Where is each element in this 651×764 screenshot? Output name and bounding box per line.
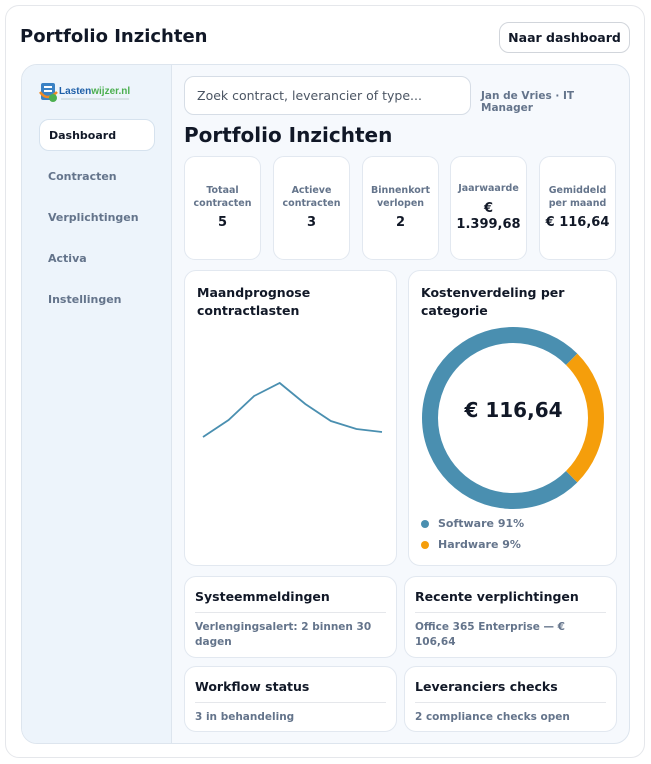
legend-item-hardware: Hardware 9% bbox=[421, 538, 521, 551]
dashboard-button[interactable]: Naar dashboard bbox=[499, 22, 630, 53]
forecast-chart-card: Maandprognose contractlasten bbox=[184, 270, 397, 566]
panel-text: 2 compliance checks open bbox=[415, 711, 570, 723]
panel-title: Workflow status bbox=[195, 678, 386, 703]
user-info[interactable]: Jan de Vries · IT Manager bbox=[481, 90, 575, 114]
legend-label: Software 91% bbox=[438, 517, 525, 530]
legend-dot bbox=[421, 519, 429, 528]
panel-title: Leveranciers checks bbox=[415, 678, 606, 703]
panel-workflow-status[interactable]: Workflow status 3 in behandeling bbox=[184, 666, 397, 732]
window-title: Portfolio Inzichten bbox=[20, 26, 208, 47]
panel-systeemmeldingen[interactable]: Systeemmeldingen Verlengingsalert: 2 binn… bbox=[184, 576, 397, 658]
stat-card-total: Totaal contracten 5 bbox=[184, 156, 261, 260]
panel-text: Office 365 Enterprise — € 106,64 bbox=[415, 621, 565, 648]
donut-slice-hardware bbox=[565, 353, 604, 483]
stat-value: 5 bbox=[217, 215, 228, 230]
chart-title: Maandprognose contractlasten bbox=[197, 285, 311, 318]
donut-chart bbox=[422, 327, 604, 509]
panel-recente-verplichtingen[interactable]: Recente verplichtingen Office 365 Enterpr… bbox=[404, 576, 617, 658]
line-chart bbox=[202, 381, 383, 438]
sidebar-item-instellingen[interactable]: Instellingen bbox=[48, 292, 122, 306]
sidebar-item-contracten[interactable]: Contracten bbox=[48, 169, 117, 183]
stat-label: Gemiddeld per maand bbox=[548, 185, 607, 209]
chart-title: Kostenverdeling per categorie bbox=[421, 285, 565, 318]
page-title: Portfolio Inzichten bbox=[184, 123, 393, 147]
panel-title: Recente verplichtingen bbox=[415, 588, 606, 613]
stat-label: Jaarwaarde bbox=[458, 183, 519, 194]
stat-value: € 1.399,68 bbox=[456, 200, 521, 232]
lastenwijzer-logo[interactable]: Lastenwijzer.nl bbox=[39, 80, 134, 106]
sidebar: Lastenwijzer.nl Dashboard Contracten Ver… bbox=[22, 65, 172, 743]
cost-distribution-card: Kostenverdeling per categorie € 116,64 S… bbox=[408, 270, 617, 566]
stat-value: € 116,64 bbox=[545, 215, 610, 230]
donut-center-value: € 116,64 bbox=[464, 398, 563, 422]
sidebar-item-verplichtingen[interactable]: Verplichtingen bbox=[48, 210, 139, 224]
legend-dot bbox=[421, 540, 429, 549]
stat-card-yearly: Jaarwaarde € 1.399,68 bbox=[450, 156, 527, 260]
panel-text: 3 in behandeling bbox=[195, 711, 295, 723]
panel-text: Verlengingsalert: 2 binnen 30 dagen bbox=[195, 621, 372, 648]
stat-card-expiring: Binnenkort verlopen 2 bbox=[362, 156, 439, 260]
stat-label: Totaal contracten bbox=[193, 185, 252, 209]
dashboard-panel: Lastenwijzer.nl Dashboard Contracten Ver… bbox=[21, 64, 630, 744]
stat-label: Actieve contracten bbox=[282, 185, 341, 209]
panel-title: Systeemmeldingen bbox=[195, 588, 386, 613]
sidebar-item-dashboard[interactable]: Dashboard bbox=[39, 119, 155, 151]
search-input[interactable]: Zoek contract, leverancier of type... bbox=[184, 76, 471, 115]
stat-label: Binnenkort verlopen bbox=[370, 185, 431, 209]
panel-leveranciers-checks[interactable]: Leveranciers checks 2 compliance checks o… bbox=[404, 666, 617, 732]
stat-card-monthly: Gemiddeld per maand € 116,64 bbox=[539, 156, 616, 260]
legend-label: Hardware 9% bbox=[438, 538, 521, 551]
sidebar-item-activa[interactable]: Activa bbox=[48, 251, 87, 265]
stat-value: 2 bbox=[395, 215, 406, 230]
stat-card-active: Actieve contracten 3 bbox=[273, 156, 350, 260]
stat-value: 3 bbox=[306, 215, 317, 230]
donut-slice-software bbox=[422, 327, 578, 509]
legend-item-software: Software 91% bbox=[421, 517, 524, 530]
svg-text:Lastenwijzer.nl: Lastenwijzer.nl bbox=[59, 86, 130, 97]
forecast-line bbox=[202, 381, 383, 438]
